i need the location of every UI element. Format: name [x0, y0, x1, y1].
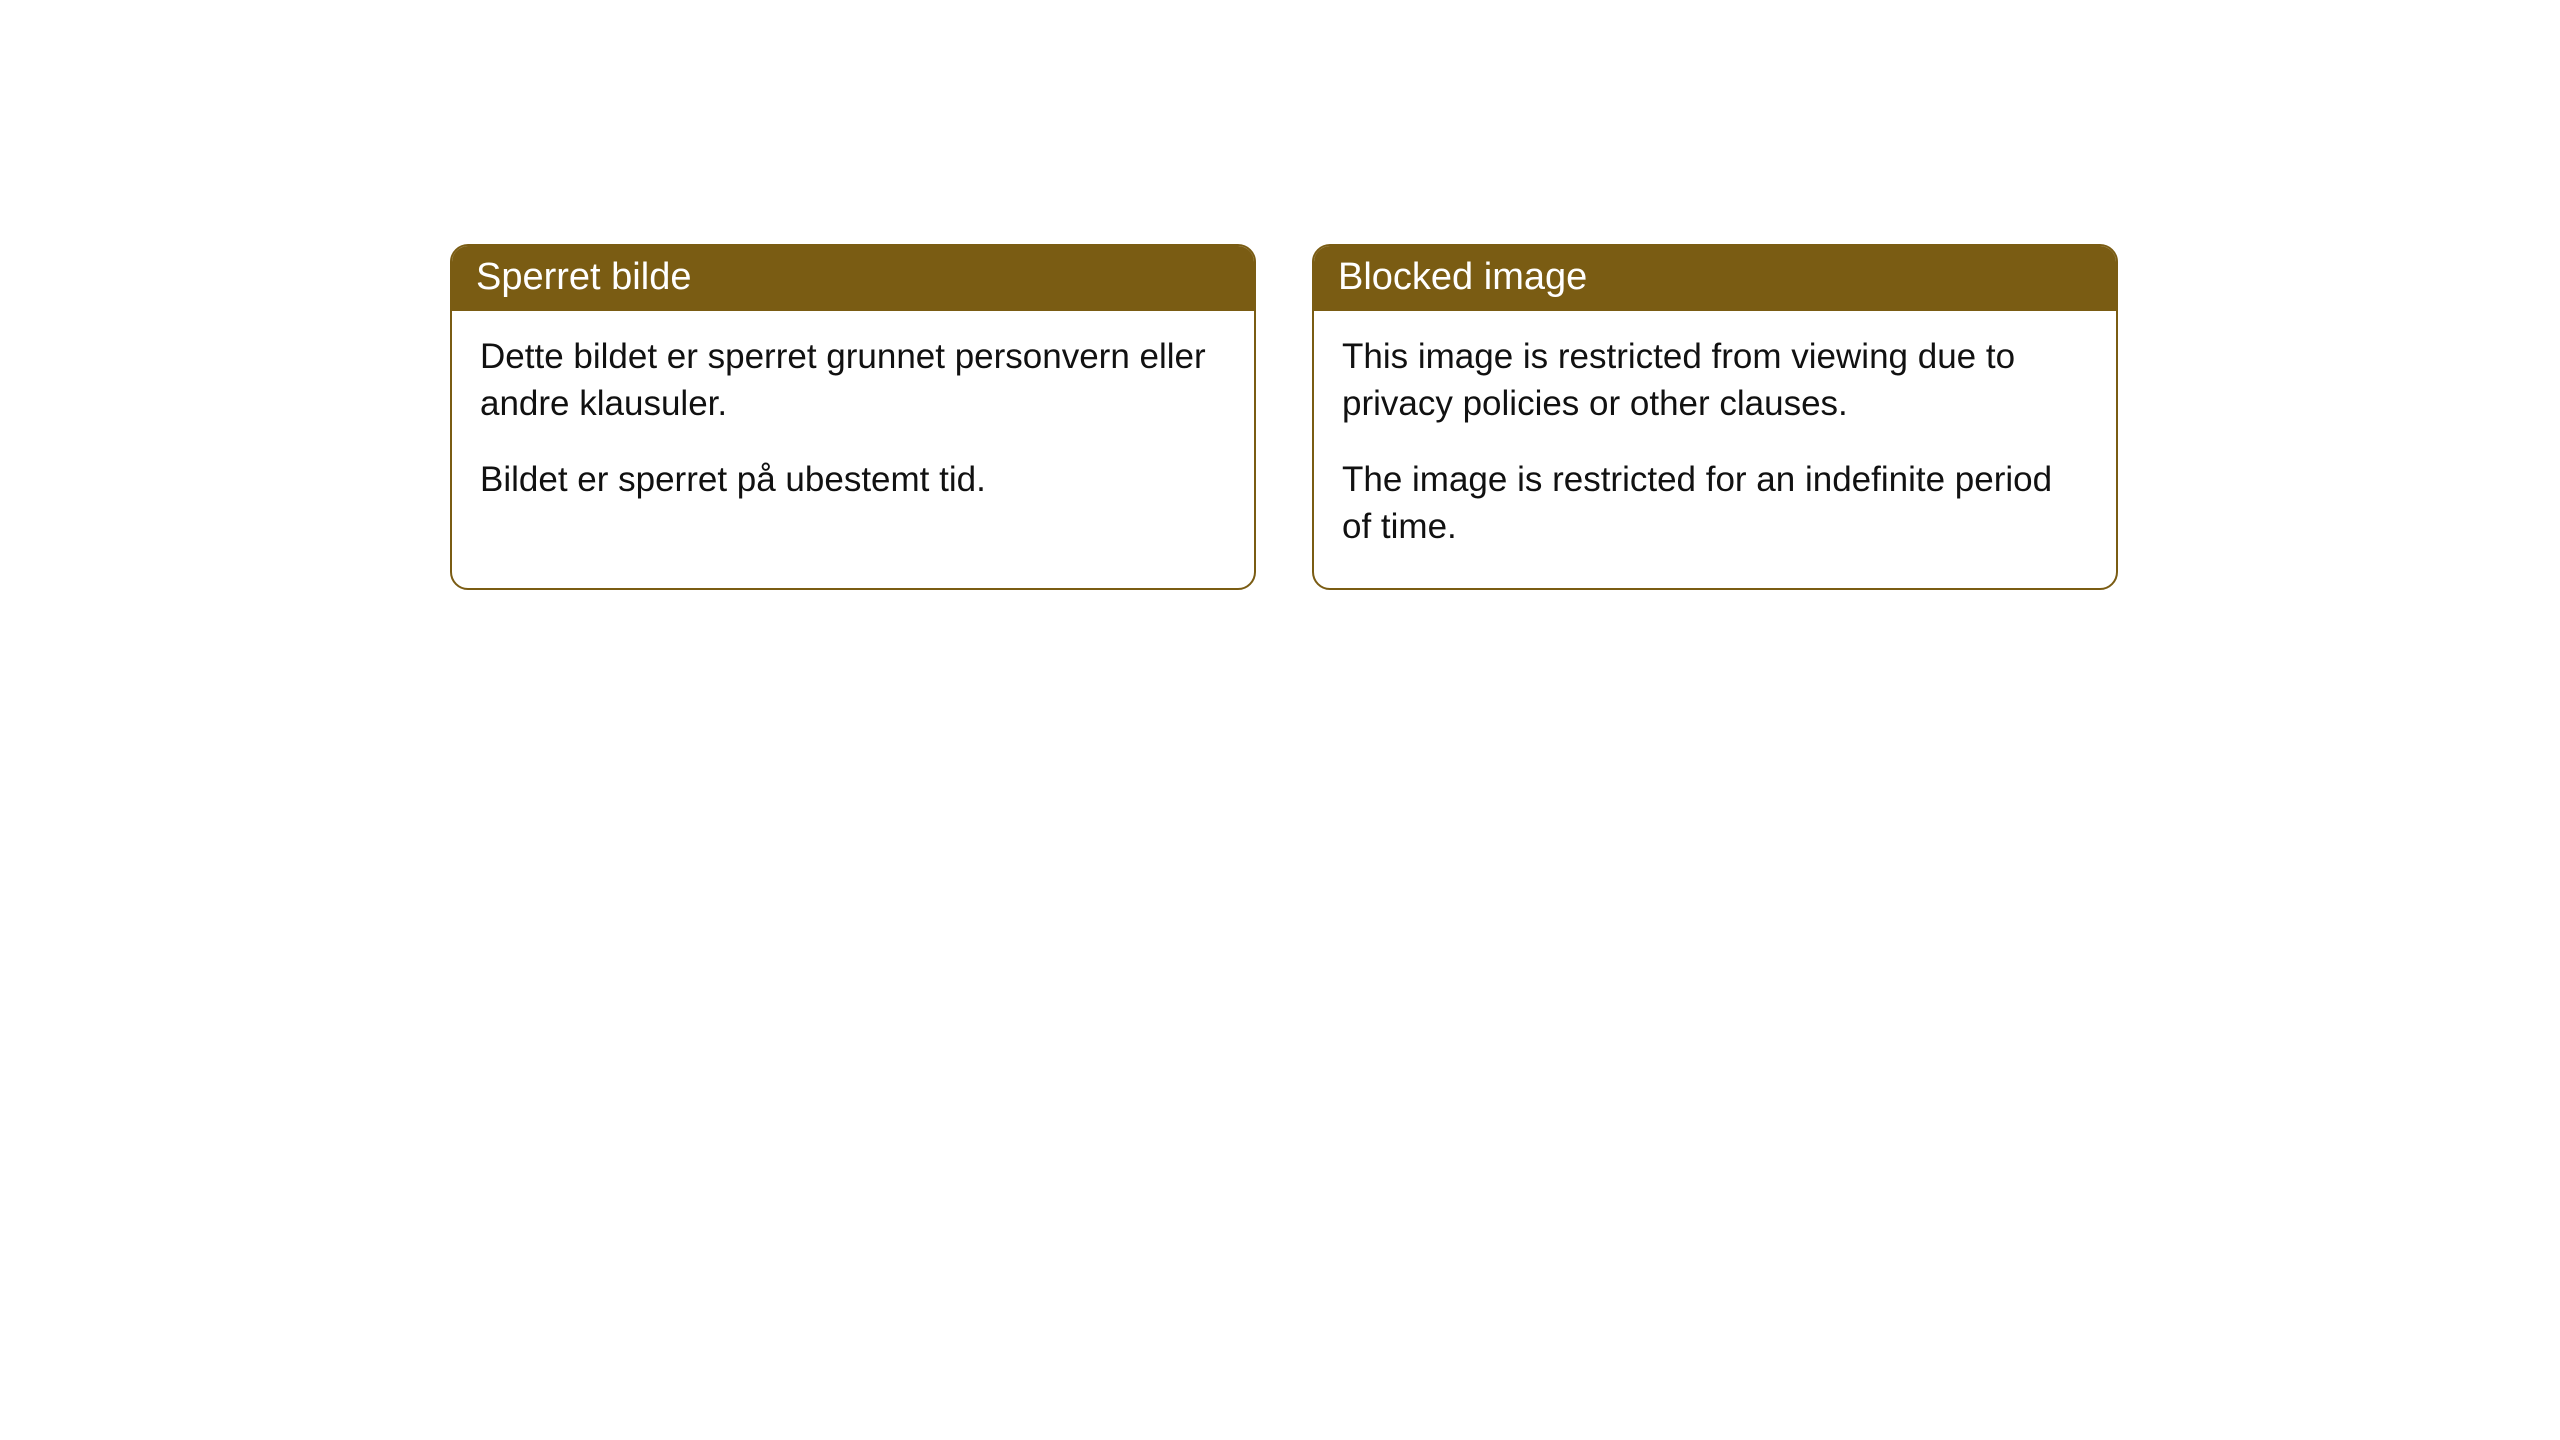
card-paragraph-2-en: The image is restricted for an indefinit…: [1342, 456, 2088, 551]
blocked-image-card-no: Sperret bilde Dette bildet er sperret gr…: [450, 244, 1256, 590]
card-header-en: Blocked image: [1314, 246, 2116, 311]
card-body-en: This image is restricted from viewing du…: [1314, 311, 2116, 588]
card-title-no: Sperret bilde: [476, 256, 691, 298]
card-paragraph-1-en: This image is restricted from viewing du…: [1342, 333, 2088, 428]
cards-container: Sperret bilde Dette bildet er sperret gr…: [450, 244, 2118, 590]
card-header-no: Sperret bilde: [452, 246, 1254, 311]
card-paragraph-2-no: Bildet er sperret på ubestemt tid.: [480, 456, 1226, 503]
card-paragraph-1-no: Dette bildet er sperret grunnet personve…: [480, 333, 1226, 428]
blocked-image-card-en: Blocked image This image is restricted f…: [1312, 244, 2118, 590]
card-body-no: Dette bildet er sperret grunnet personve…: [452, 311, 1254, 541]
card-title-en: Blocked image: [1338, 256, 1587, 298]
